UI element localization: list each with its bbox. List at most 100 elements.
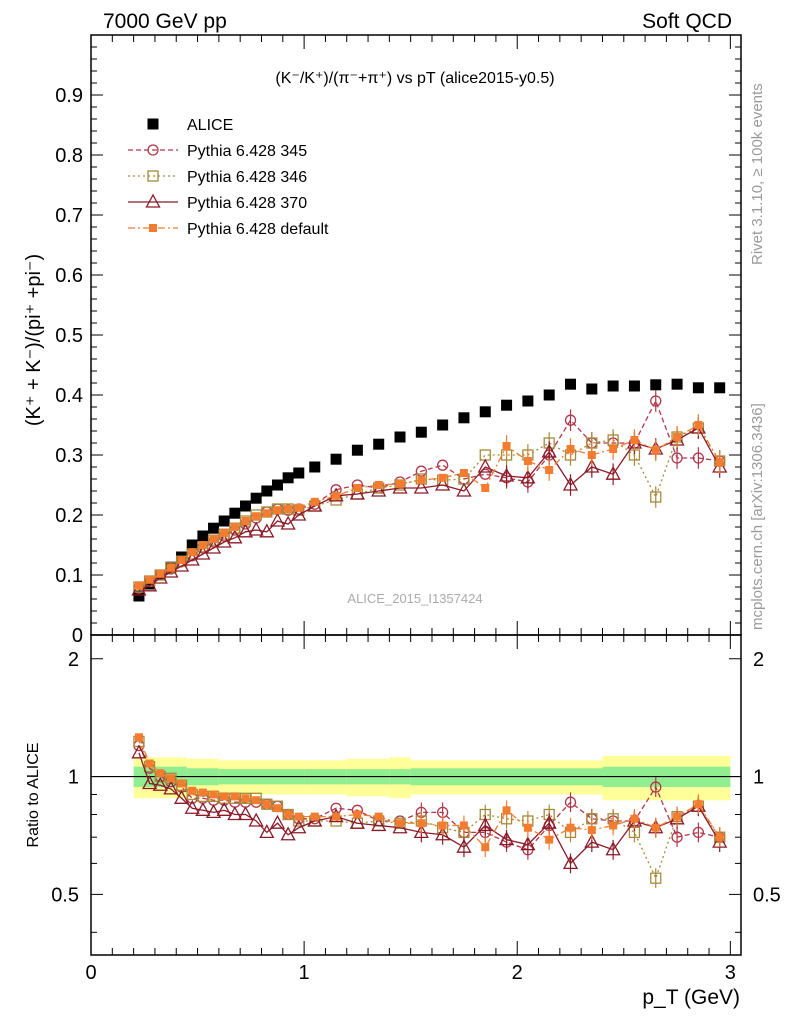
ratio-data-point (673, 812, 682, 821)
data-point (165, 562, 177, 574)
data-point (545, 466, 554, 474)
ratio-data-point (502, 806, 511, 815)
data-point (477, 458, 493, 473)
data-point (273, 506, 282, 515)
main-y-tick-label: 0.7 (55, 205, 83, 227)
ratio-series-3 (134, 733, 724, 858)
ratio-data-point (605, 841, 621, 856)
ratio-data-point (248, 812, 264, 827)
data-point (309, 461, 321, 473)
data-point (502, 442, 511, 450)
ratio-data-point (230, 792, 239, 801)
data-point (269, 512, 286, 527)
data-point (584, 458, 600, 473)
data-point (413, 479, 429, 494)
ratio-data-point (694, 800, 703, 809)
data-point (133, 590, 145, 602)
ratio-data-point (134, 733, 143, 742)
data-point (349, 485, 365, 500)
data-point (671, 452, 683, 464)
data-point (280, 515, 296, 530)
ratio-data-point (163, 780, 179, 795)
data-point (501, 399, 513, 411)
ratio-data-point (584, 833, 600, 848)
x-tick-label: 0 (85, 962, 96, 984)
main-y-tick-label: 0.1 (55, 565, 83, 587)
ratio-data-point (198, 788, 207, 797)
main-series-0 (133, 378, 726, 602)
legend-marker (145, 193, 161, 208)
ratio-data-point (227, 806, 243, 821)
ratio-data-point (523, 823, 532, 832)
ratio-y-tick-label-right: 2 (753, 649, 764, 671)
legend: ALICE Pythia 6.428 345 Pythia 6.428 346 Pyt… (128, 117, 329, 238)
data-point (173, 557, 190, 572)
data-point (522, 395, 534, 407)
ratio-data-point (564, 796, 577, 808)
ratio-series-line (138, 741, 721, 880)
data-point (523, 457, 532, 465)
ratio-y-tick-label-left: 1 (68, 767, 79, 789)
plot-title: (K⁻/K⁺)/(π⁻+π⁺) vs pT (alice2015-y0.5) (275, 70, 554, 87)
ratio-data-point (438, 821, 447, 830)
main-y-tick-label: 0.3 (55, 445, 83, 467)
ratio-data-point (671, 831, 683, 843)
data-point (605, 465, 621, 480)
series-line (138, 427, 721, 591)
ratio-data-point (371, 817, 387, 832)
data-point (291, 506, 307, 521)
data-point (332, 491, 341, 500)
data-point (330, 453, 342, 465)
data-point (692, 452, 705, 464)
data-point (218, 515, 230, 527)
ratio-frame (90, 634, 742, 956)
legend-label: Pythia 6.428 370 (187, 195, 307, 212)
data-point (229, 507, 241, 519)
ratio-data-point (481, 843, 490, 852)
data-point (230, 523, 239, 531)
ratio-data-point (609, 821, 618, 830)
data-point (607, 380, 619, 392)
ratio-data-point (131, 744, 147, 759)
ratio-data-point (205, 804, 222, 819)
ratio-data-point (562, 855, 579, 870)
ratio-data-point (630, 814, 639, 823)
mcplots-label: mcplots.cern.ch [arXiv:1306.3436] (749, 403, 766, 630)
series-line (138, 399, 720, 589)
x-tick-label: 2 (512, 962, 523, 984)
ratio-data-point (188, 786, 197, 795)
data-point (351, 444, 363, 456)
main-y-tick-label: 0.8 (55, 145, 83, 167)
ratio-data-point (413, 824, 429, 839)
ratio-data-point (374, 812, 383, 821)
main-y-tick-label: 0.5 (55, 325, 83, 347)
ratio-y-axis-label: Ratio to ALICE (25, 743, 42, 848)
ratio-data-point (237, 806, 254, 821)
ratio-data-point (145, 759, 154, 768)
data-point (208, 522, 220, 534)
ratio-data-point (520, 836, 536, 851)
ratio-data-point (284, 810, 293, 819)
ratio-data-point (156, 769, 165, 778)
data-point (186, 539, 198, 551)
data-point (479, 468, 491, 480)
data-point (437, 419, 449, 431)
ratio-data-point (262, 800, 271, 809)
data-point (145, 575, 154, 584)
series-line (138, 427, 721, 588)
data-point (195, 545, 211, 560)
ratio-data-point (349, 814, 365, 829)
data-point (715, 458, 724, 467)
data-point (134, 581, 143, 590)
data-point (197, 530, 209, 542)
ratio-series-line (138, 752, 721, 865)
data-point (271, 479, 283, 491)
ratio-data-point (477, 817, 493, 832)
data-point (259, 523, 275, 538)
ratio-data-point (650, 781, 662, 793)
ratio-data-point (692, 826, 705, 839)
data-point (628, 380, 640, 392)
data-point (144, 578, 156, 590)
ratio-data-point (294, 812, 303, 821)
data-point (396, 479, 405, 488)
